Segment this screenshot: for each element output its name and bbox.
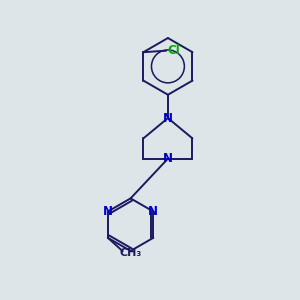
Text: N: N — [163, 152, 173, 165]
Text: N: N — [148, 205, 158, 218]
Text: Cl: Cl — [168, 44, 181, 57]
Text: N: N — [103, 205, 113, 218]
Text: N: N — [163, 112, 173, 124]
Text: CH₃: CH₃ — [120, 248, 142, 258]
